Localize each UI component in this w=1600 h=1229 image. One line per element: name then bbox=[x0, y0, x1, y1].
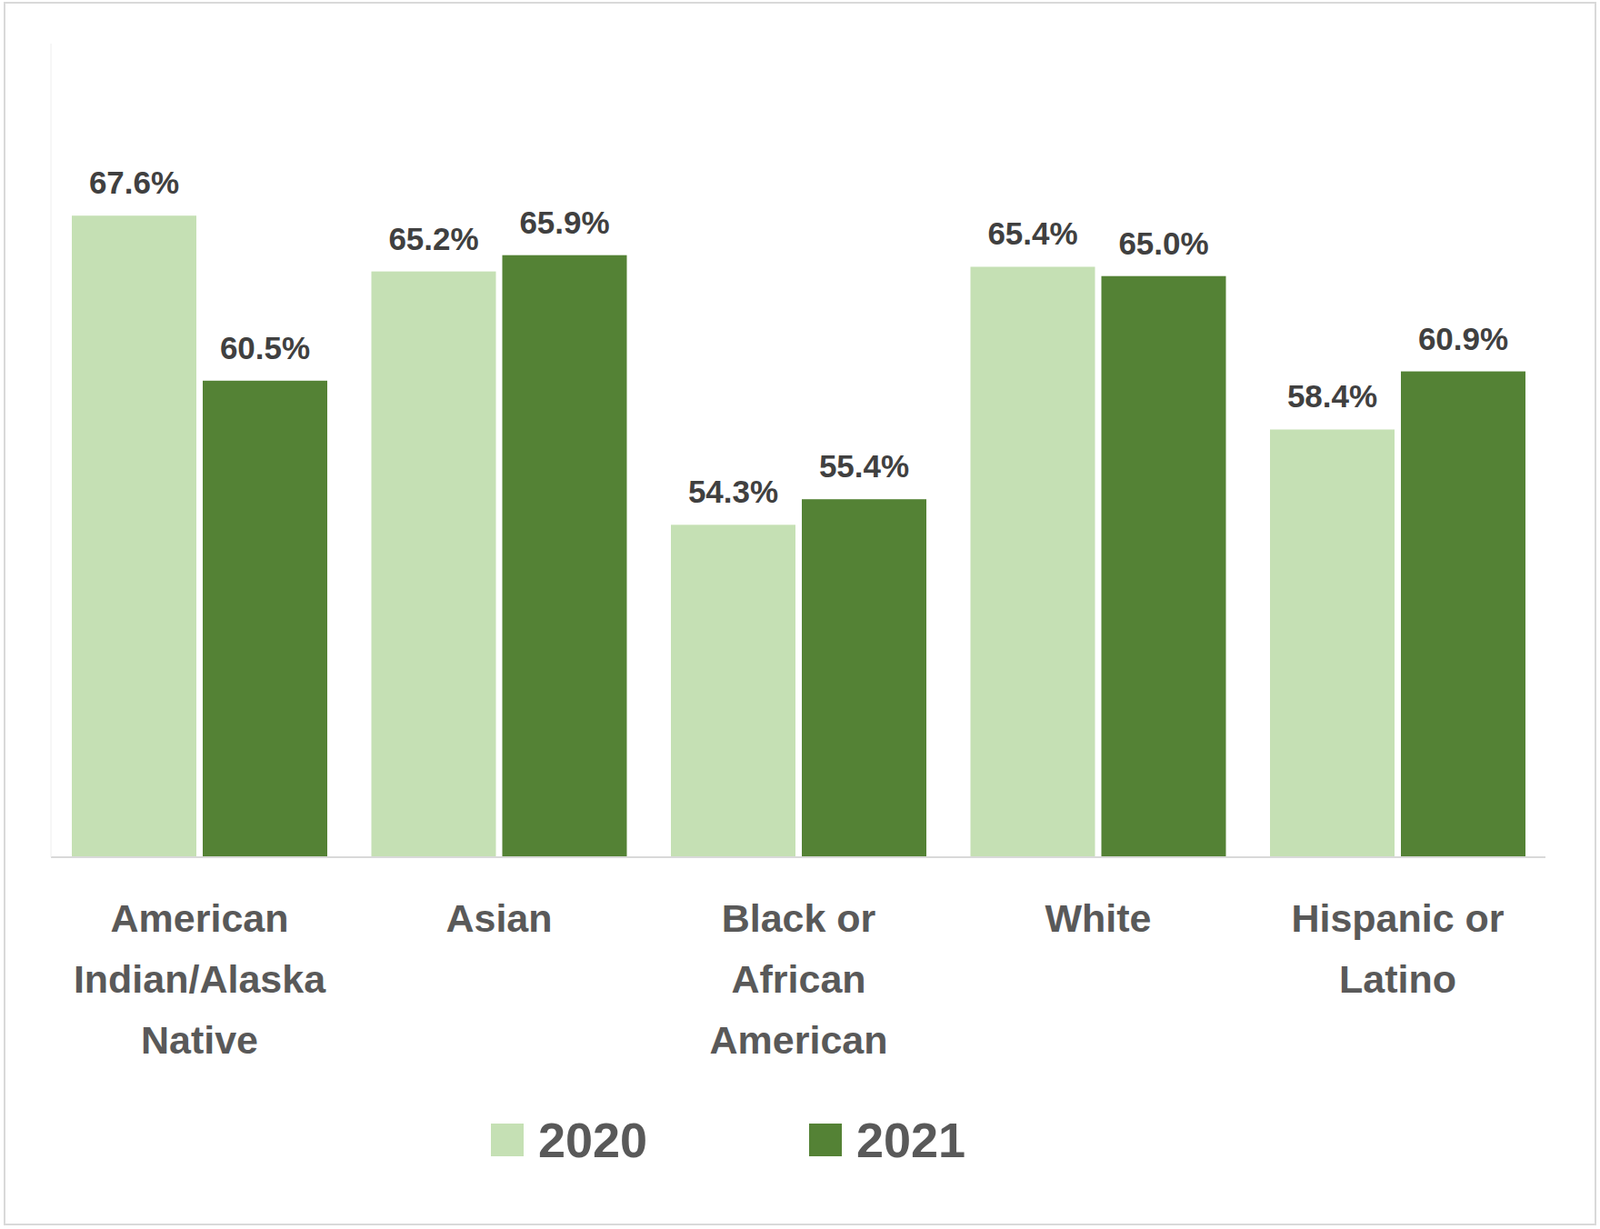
data-label: 65.0% bbox=[1118, 225, 1209, 261]
x-tick-label: White bbox=[961, 888, 1235, 950]
chart-root: 67.6% 60.5% 65.2% 65.9% 54.3% 55.4% 65.4% 65.0%… bbox=[0, 0, 1600, 1229]
legend-label: 2020 bbox=[538, 1112, 648, 1168]
bar bbox=[1270, 429, 1395, 858]
bar bbox=[71, 215, 197, 858]
data-label: 65.2% bbox=[388, 220, 479, 257]
bar bbox=[670, 524, 796, 858]
bars bbox=[71, 215, 1526, 858]
x-tick-label: American Indian/Alaska Native bbox=[63, 888, 337, 1071]
legend-label: 2021 bbox=[856, 1112, 966, 1168]
legend-swatch bbox=[490, 1123, 524, 1157]
bar bbox=[371, 271, 497, 858]
data-label: 60.9% bbox=[1418, 320, 1509, 357]
data-label: 54.3% bbox=[688, 473, 779, 510]
bar bbox=[801, 499, 927, 858]
x-tick-label: Black or African American bbox=[662, 888, 936, 1071]
y-axis bbox=[50, 43, 52, 858]
bar bbox=[970, 266, 1096, 858]
data-label: 65.4% bbox=[987, 215, 1078, 251]
data-label: 65.9% bbox=[519, 204, 610, 240]
data-labels: 67.6% 60.5% 65.2% 65.9% 54.3% 55.4% 65.4% 65.0%… bbox=[89, 164, 1509, 510]
bar bbox=[502, 255, 628, 858]
data-label: 55.4% bbox=[819, 448, 910, 484]
x-tick-label: Asian bbox=[362, 888, 636, 950]
bar bbox=[1101, 276, 1227, 858]
chart-frame bbox=[4, 2, 1596, 1225]
data-label: 58.4% bbox=[1287, 378, 1378, 414]
bar bbox=[1400, 371, 1526, 858]
bar bbox=[202, 380, 328, 858]
x-tick-label: Hispanic or Latino bbox=[1261, 888, 1535, 1010]
data-label: 60.5% bbox=[220, 330, 310, 366]
x-axis bbox=[50, 856, 1546, 859]
legend-swatch bbox=[809, 1123, 842, 1157]
data-label: 67.6% bbox=[89, 164, 180, 200]
